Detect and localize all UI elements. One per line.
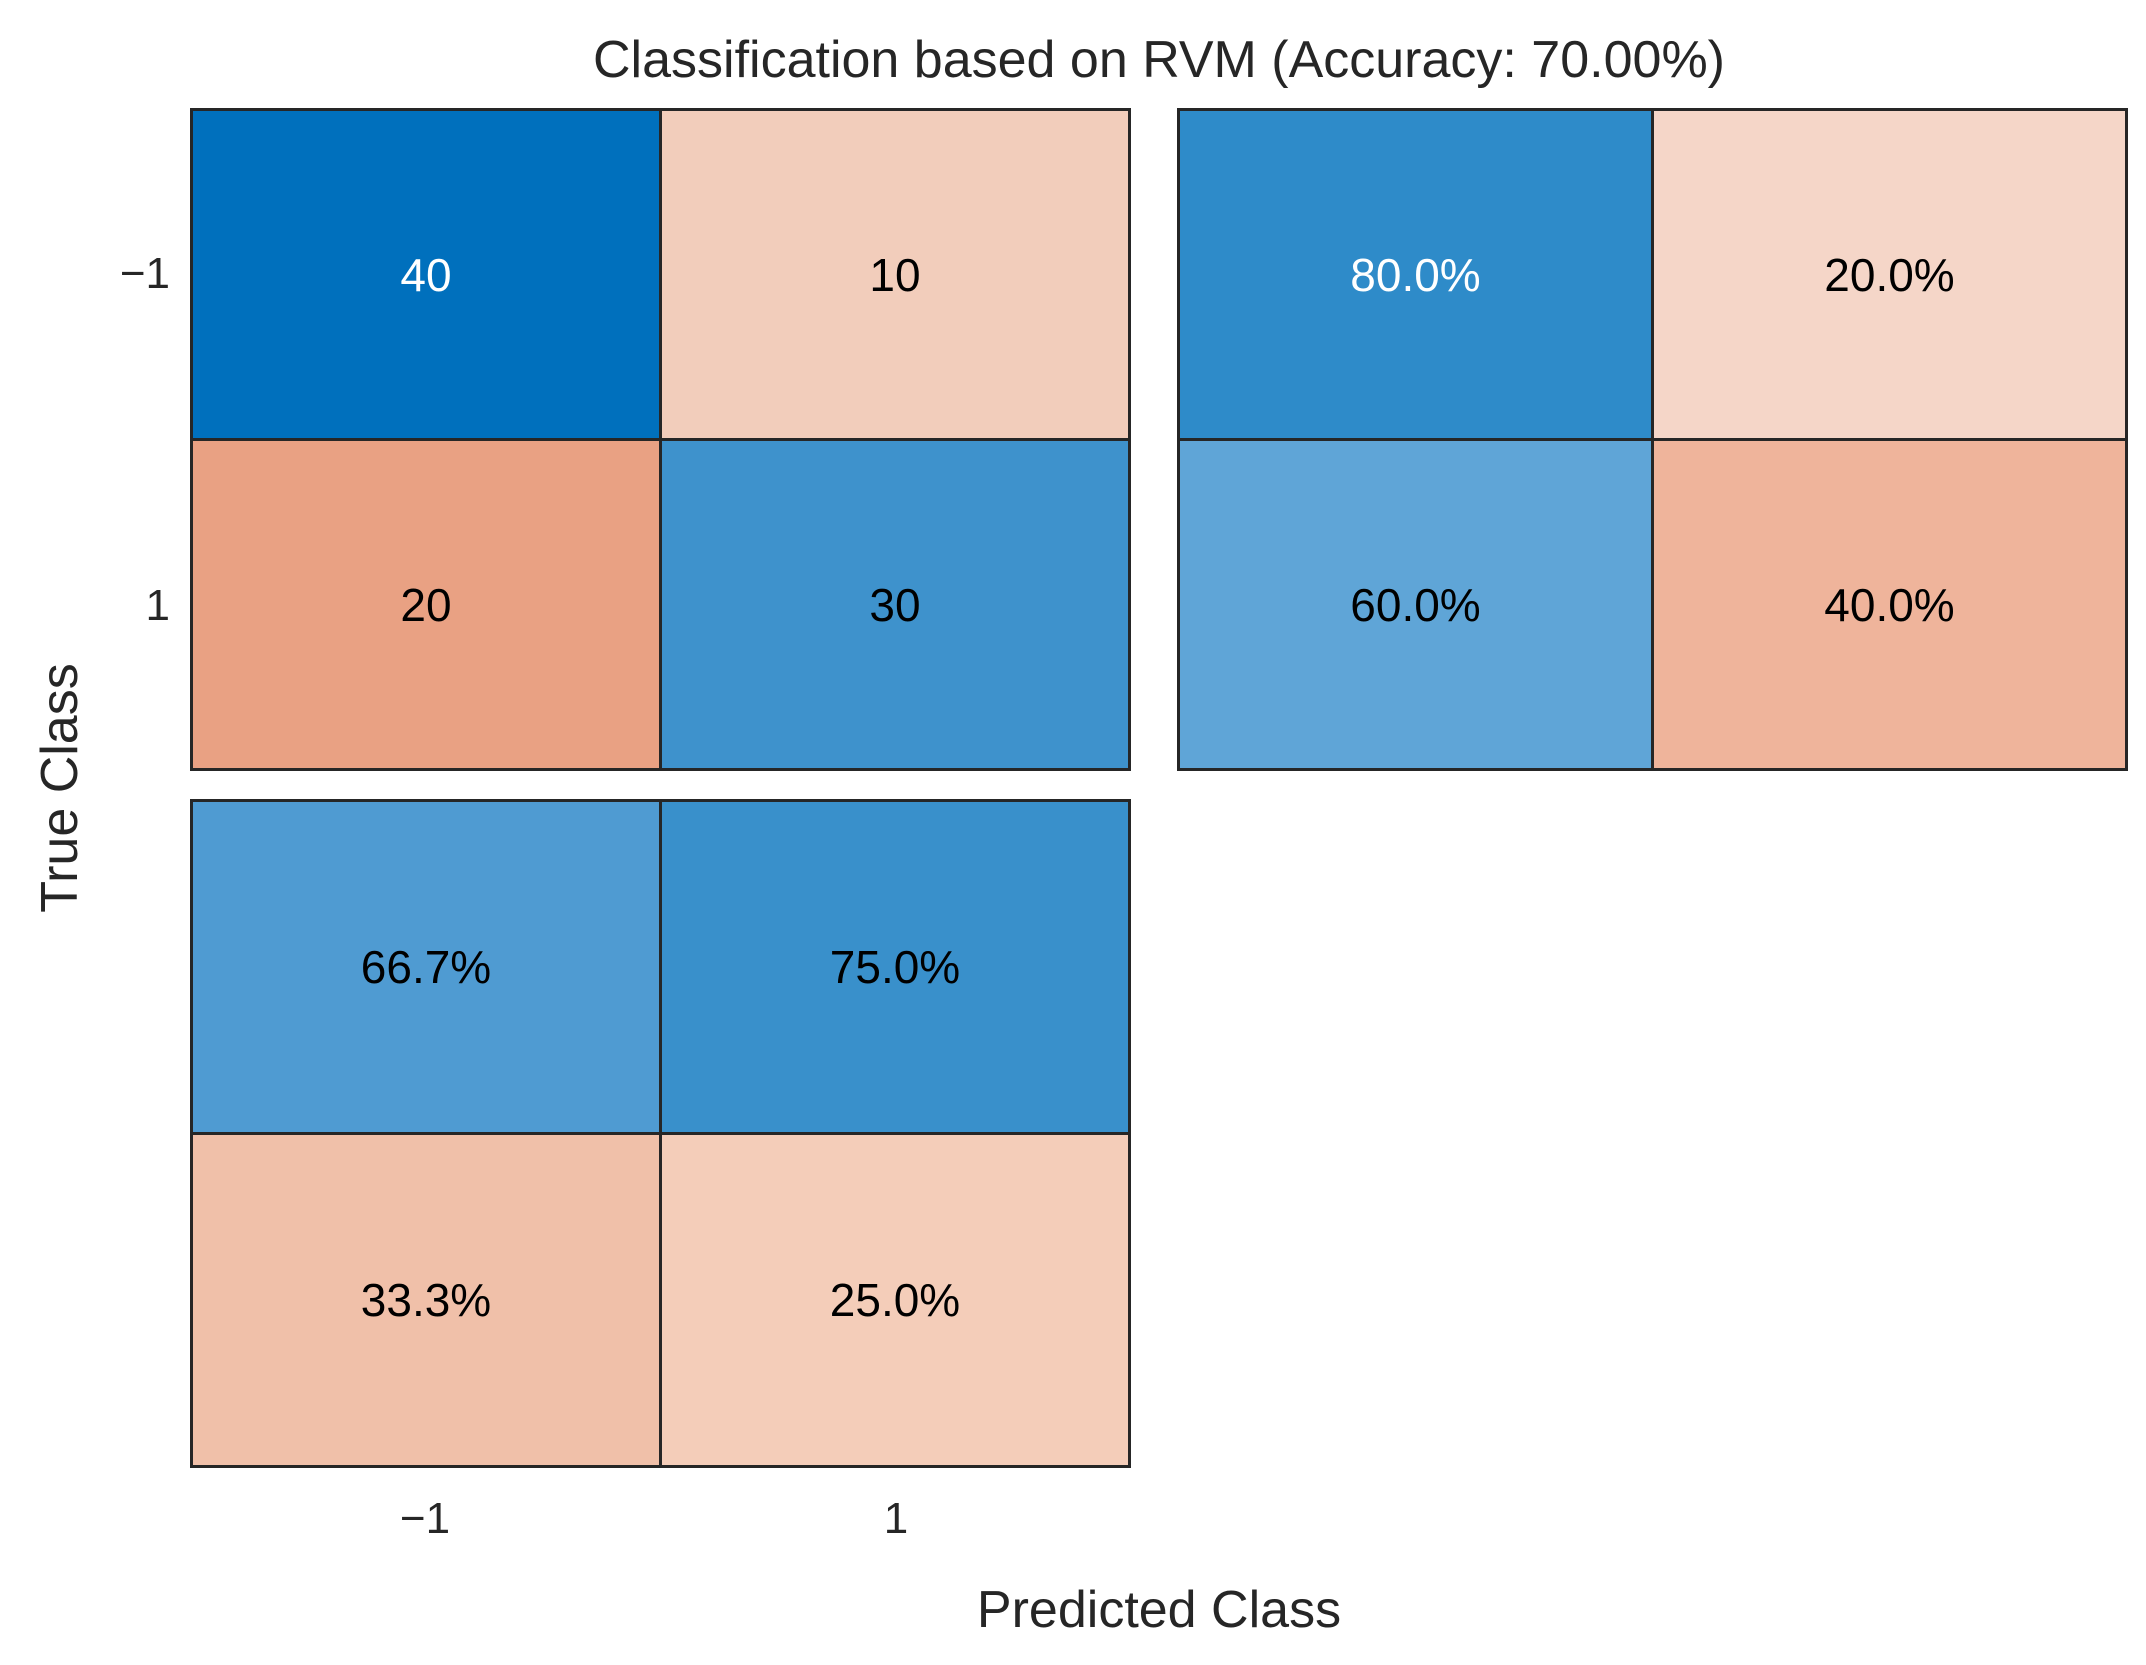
y-tick-neg1: −1	[119, 249, 170, 298]
y-tick-pos1: 1	[145, 581, 170, 630]
x-tick-neg1: −1	[399, 1494, 451, 1543]
row-summary-true-pos1-incorrect: 40.0%	[1654, 441, 2125, 768]
col-summary-pred-neg1-correct: 66.7%	[193, 802, 659, 1132]
confusion-matrix-panel: 40 10 20 30	[190, 108, 1131, 771]
x-axis-label: Predicted Class	[976, 1581, 1342, 1639]
col-summary-pred-neg1-incorrect: 33.3%	[193, 1135, 659, 1465]
matrix-cell-true-pos1-pred-pos1: 30	[662, 441, 1128, 768]
y-axis-label: True Class	[31, 663, 89, 913]
matrix-cell-true-neg1-pred-neg1: 40	[193, 111, 659, 438]
matrix-cell-true-neg1-pred-pos1: 10	[662, 111, 1128, 438]
row-summary-panel: 80.0% 20.0% 60.0% 40.0%	[1177, 108, 2128, 771]
row-summary-true-neg1-correct: 80.0%	[1180, 111, 1651, 438]
column-summary-panel: 66.7% 75.0% 33.3% 25.0%	[190, 799, 1131, 1468]
col-summary-pred-pos1-correct: 75.0%	[662, 802, 1128, 1132]
row-summary-true-pos1-correct: 60.0%	[1180, 441, 1651, 768]
x-tick-pos1: 1	[883, 1494, 909, 1543]
col-summary-pred-pos1-incorrect: 25.0%	[662, 1135, 1128, 1465]
chart-title: Classification based on RVM (Accuracy: 7…	[593, 31, 1725, 89]
row-summary-true-neg1-incorrect: 20.0%	[1654, 111, 2125, 438]
matrix-cell-true-pos1-pred-neg1: 20	[193, 441, 659, 768]
